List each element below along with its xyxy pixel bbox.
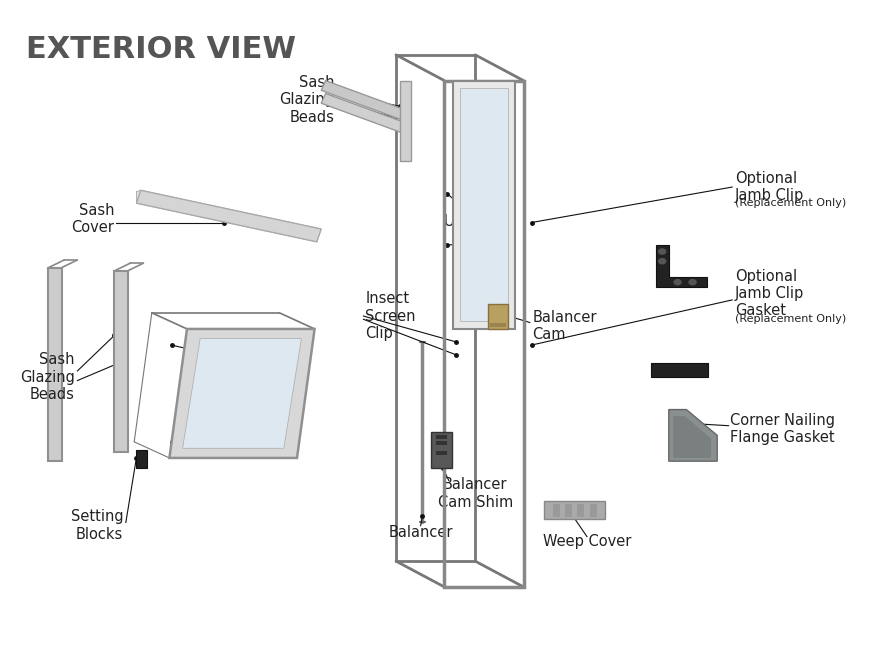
Text: Weep Cover: Weep Cover xyxy=(543,534,631,550)
Circle shape xyxy=(658,249,665,254)
Polygon shape xyxy=(136,190,321,242)
Bar xyxy=(544,501,605,519)
Bar xyxy=(436,435,447,439)
Text: Optional
Jamb Clip: Optional Jamb Clip xyxy=(735,171,804,203)
Bar xyxy=(436,451,447,455)
Text: (Replacement Only): (Replacement Only) xyxy=(735,314,846,324)
Bar xyxy=(651,363,708,377)
Text: Insect
Screen
Clip: Insect Screen Clip xyxy=(365,291,415,341)
Polygon shape xyxy=(183,339,301,448)
Circle shape xyxy=(674,280,681,285)
Text: Corner Nailing
Flange Gasket: Corner Nailing Flange Gasket xyxy=(730,413,835,445)
Polygon shape xyxy=(136,190,321,242)
Bar xyxy=(136,450,147,468)
Polygon shape xyxy=(400,81,411,161)
Bar xyxy=(488,304,508,329)
Text: Balancer
Cam Shim: Balancer Cam Shim xyxy=(437,477,513,510)
Bar xyxy=(431,432,452,468)
Text: Optional
Jamb Clip
Gasket: Optional Jamb Clip Gasket xyxy=(735,268,804,319)
Polygon shape xyxy=(460,88,508,321)
Text: Sash
Cover: Sash Cover xyxy=(71,203,114,235)
Polygon shape xyxy=(656,245,707,287)
Circle shape xyxy=(658,259,665,264)
Polygon shape xyxy=(48,268,62,461)
Text: Setting
Blocks: Setting Blocks xyxy=(70,510,123,542)
Bar xyxy=(436,441,447,445)
Polygon shape xyxy=(673,416,711,458)
Text: EXTERIOR VIEW: EXTERIOR VIEW xyxy=(26,35,297,64)
Text: Sash
Glazing
Beads: Sash Glazing Beads xyxy=(20,352,75,402)
Bar xyxy=(553,504,560,517)
Polygon shape xyxy=(321,94,405,132)
Text: (Replacement Only): (Replacement Only) xyxy=(735,198,846,208)
Polygon shape xyxy=(669,410,717,461)
Bar xyxy=(590,504,597,517)
Bar xyxy=(565,504,572,517)
Text: Balancer: Balancer xyxy=(388,524,453,540)
Polygon shape xyxy=(453,81,515,329)
Polygon shape xyxy=(169,329,315,458)
Text: Sash
Glazing
Beads: Sash Glazing Beads xyxy=(280,75,334,125)
Text: Upper
Fixed
Sash: Upper Fixed Sash xyxy=(444,213,488,264)
Text: Lower
Sash: Lower Sash xyxy=(251,358,295,390)
Polygon shape xyxy=(114,271,128,452)
Circle shape xyxy=(689,280,696,285)
Bar xyxy=(577,504,584,517)
Polygon shape xyxy=(321,81,405,119)
Text: Balancer
Cam: Balancer Cam xyxy=(532,310,597,342)
Bar xyxy=(490,323,506,327)
